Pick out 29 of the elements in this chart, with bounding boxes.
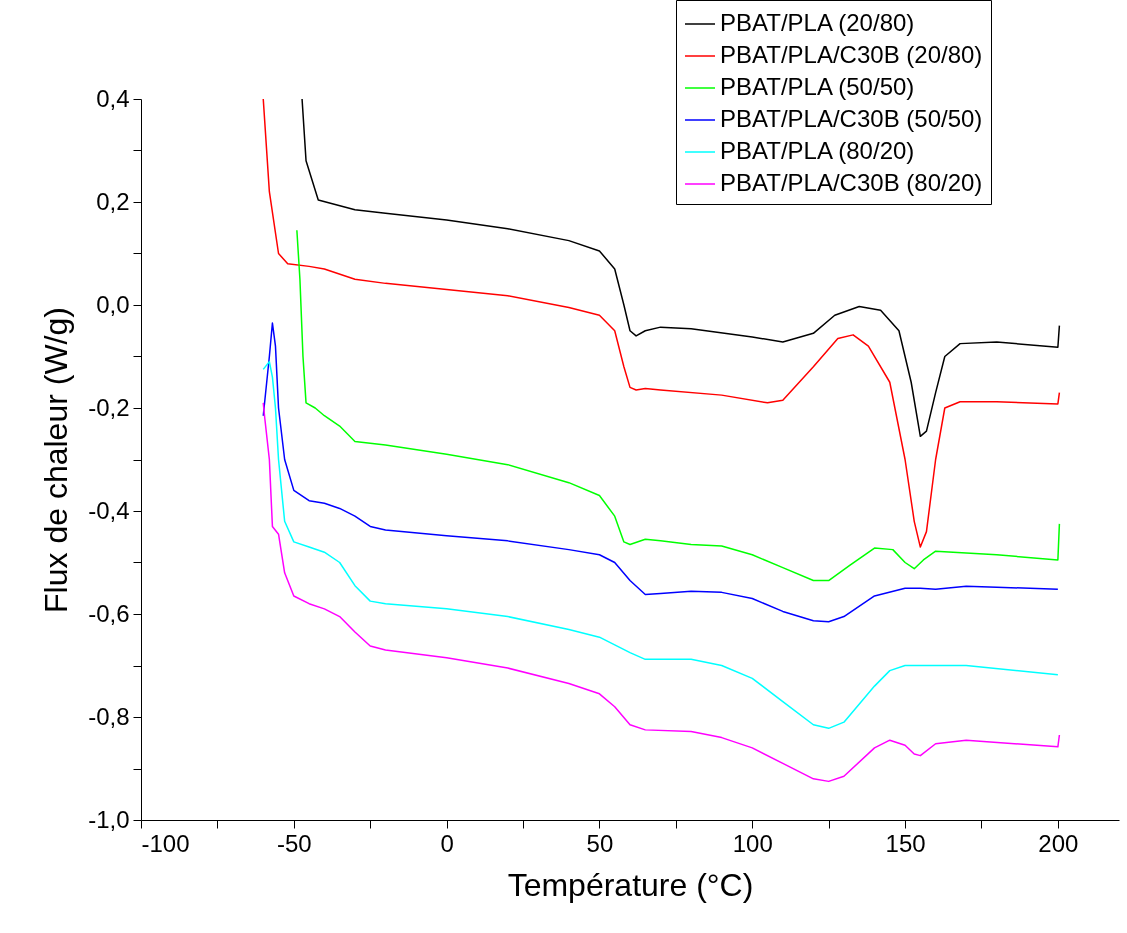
line-series <box>262 402 1061 783</box>
y-tick-label: 0,4 <box>96 84 130 112</box>
y-tick-label: -0,8 <box>88 702 130 730</box>
y-tick-label: 0,2 <box>96 187 130 215</box>
legend-label: PBAT/PLA/C30B (20/80) <box>720 41 983 68</box>
x-tick-label: 200 <box>1038 829 1079 857</box>
x-tick-label: 100 <box>732 829 773 857</box>
line-series <box>296 229 1061 582</box>
x-tick-label: -100 <box>141 829 190 857</box>
y-tick-label: -0,6 <box>88 599 130 627</box>
line-series <box>301 98 1061 438</box>
line-series <box>262 322 1059 623</box>
legend-label: PBAT/PLA (80/20) <box>720 137 915 164</box>
y-tick-label: -0,4 <box>88 496 130 524</box>
legend-label: PBAT/PLA (20/80) <box>720 9 915 36</box>
x-tick-label: 0 <box>440 829 454 857</box>
y-tick-label: -0,2 <box>88 393 130 421</box>
legend-label: PBAT/PLA/C30B (50/50) <box>720 105 983 132</box>
x-tick-label: 50 <box>586 829 614 857</box>
x-axis-title: Température (°C) <box>507 866 754 903</box>
line-series <box>262 360 1059 730</box>
y-tick-label: 0,0 <box>96 290 130 318</box>
y-tick-label: -1,0 <box>88 805 130 833</box>
line-series <box>262 98 1061 548</box>
x-tick-label: -50 <box>276 829 312 857</box>
y-axis-title: Flux de chaleur (W/g) <box>38 307 75 613</box>
legend-label: PBAT/PLA/C30B (80/20) <box>720 169 983 196</box>
legend-label: PBAT/PLA (50/50) <box>720 73 915 100</box>
x-tick-label: 150 <box>885 829 926 857</box>
